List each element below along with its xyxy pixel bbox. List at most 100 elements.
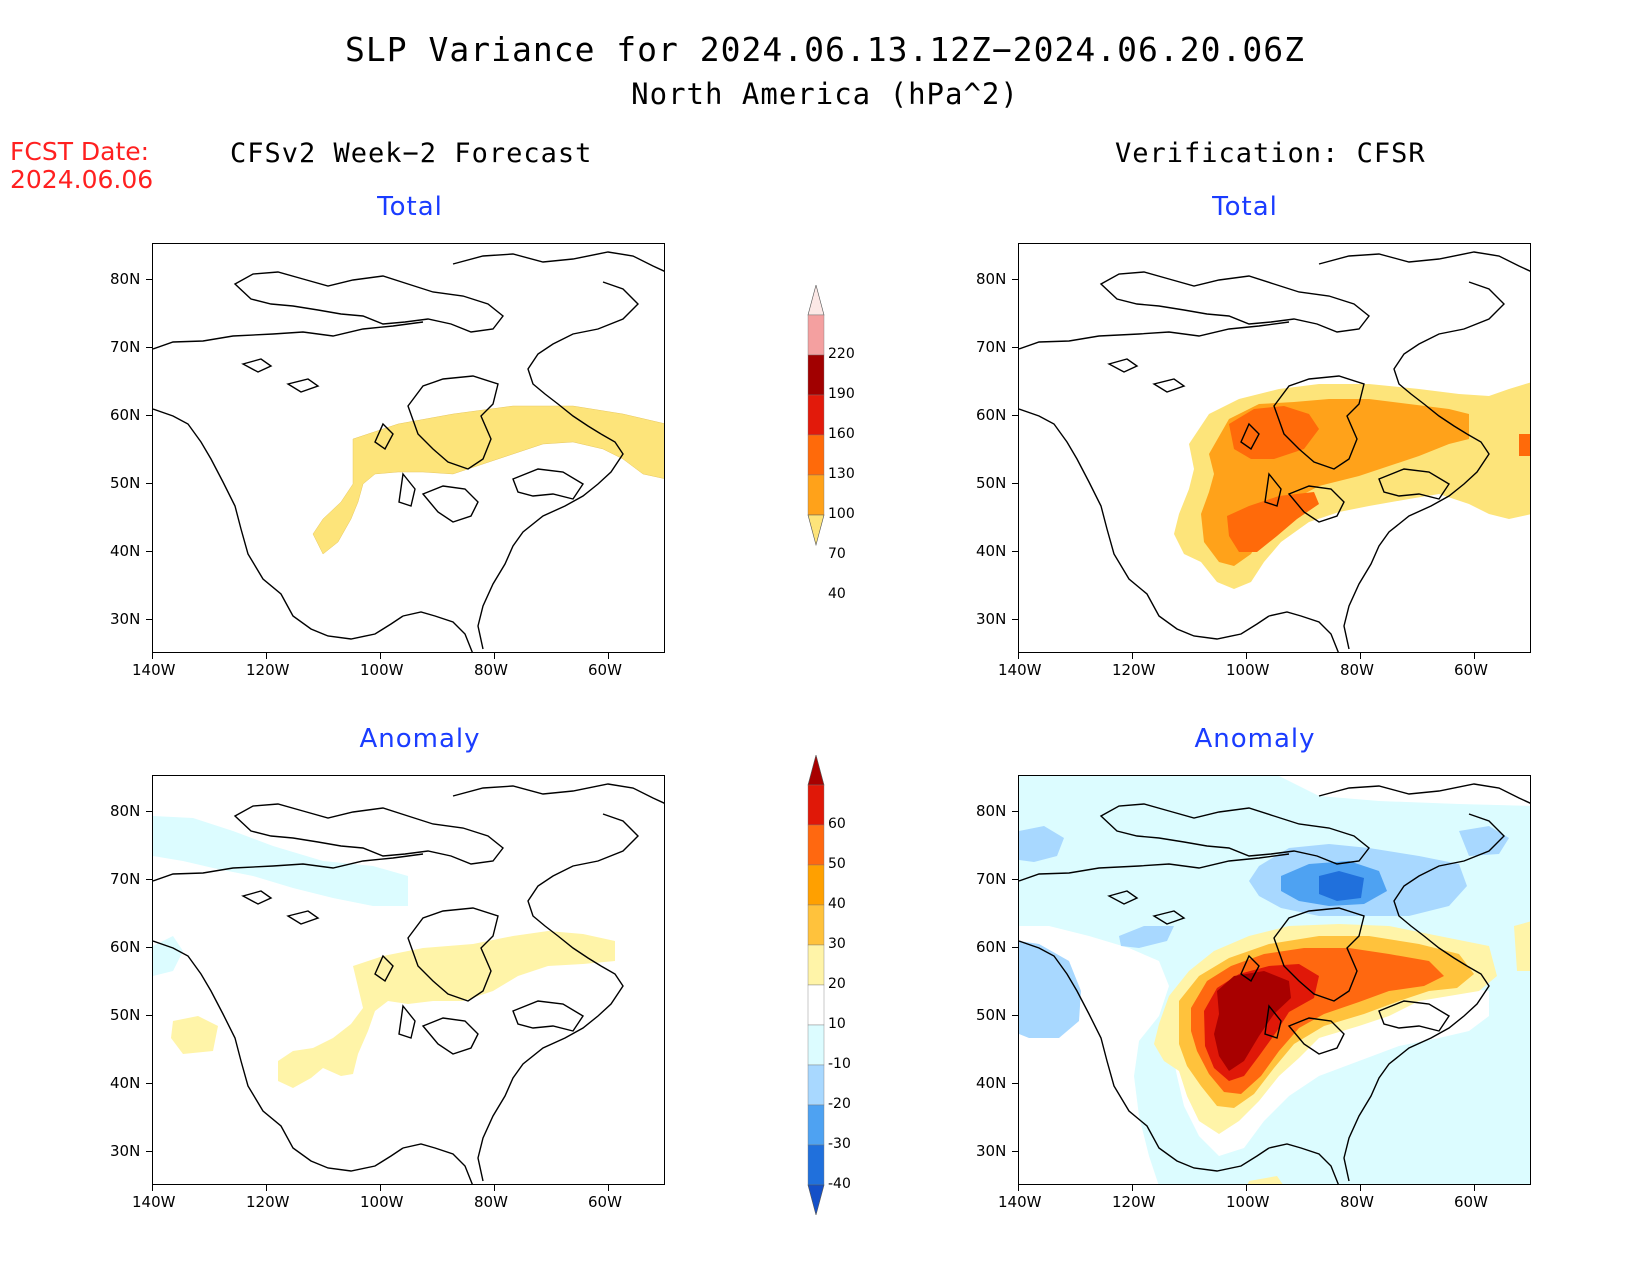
colorbar-segment <box>807 434 825 476</box>
longitude-tick <box>608 1185 609 1191</box>
coastline-segment <box>153 408 404 640</box>
colorbar-label: 160 <box>828 426 855 442</box>
latitude-label: 70N <box>110 870 141 888</box>
latitude-label: 60N <box>110 406 141 424</box>
forecast-anomaly-title: Anomaly <box>359 724 481 754</box>
verification-total-field <box>1019 251 1530 652</box>
coastline-segment <box>477 433 624 650</box>
latitude-label: 30N <box>110 610 141 628</box>
forecast-date-label: FCST Date: <box>10 137 150 166</box>
colorbar-segment <box>807 864 825 906</box>
longitude-label: 100W <box>360 661 404 679</box>
longitude-label: 60W <box>1454 1193 1488 1211</box>
longitude-label: 80W <box>474 661 508 679</box>
longitude-tick <box>494 1185 495 1191</box>
latitude-label: 50N <box>110 1006 141 1024</box>
coastline-segment <box>421 485 479 523</box>
latitude-label: 30N <box>976 1142 1007 1160</box>
colorbar-label: 60 <box>828 816 846 832</box>
longitude-tick <box>1474 1185 1475 1191</box>
colorbar-segment <box>807 474 825 516</box>
longitude-label: 140W <box>998 1193 1042 1211</box>
coastline-segment <box>1393 281 1505 435</box>
coastline-segment <box>1268 1143 1339 1184</box>
longitude-tick <box>1132 1185 1133 1191</box>
colorbar-bottom-arrow <box>807 514 825 547</box>
latitude-label: 50N <box>976 474 1007 492</box>
main-title: SLP Variance for 2024.06.13.12Z−2024.06.… <box>345 30 1305 69</box>
latitude-label: 60N <box>976 406 1007 424</box>
coastline-segment <box>402 1143 473 1184</box>
coastline-segment <box>1264 472 1282 507</box>
latitude-tick <box>146 551 152 552</box>
verification-total-title: Total <box>1212 192 1278 222</box>
latitude-label: 70N <box>976 870 1007 888</box>
colorbar-label: -10 <box>828 1056 851 1072</box>
latitude-tick <box>1012 619 1018 620</box>
latitude-label: 80N <box>110 270 141 288</box>
coastline-segment <box>153 940 404 1172</box>
latitude-label: 80N <box>110 802 141 820</box>
forecast-column-title: CFSv2 Week−2 Forecast <box>230 138 593 169</box>
coastline-segment <box>1343 965 1490 1182</box>
longitude-label: 100W <box>360 1193 404 1211</box>
longitude-tick <box>1360 653 1361 659</box>
latitude-label: 70N <box>976 338 1007 356</box>
colorbar-label: 100 <box>828 506 855 522</box>
longitude-tick <box>1132 653 1133 659</box>
latitude-tick <box>146 1151 152 1152</box>
colorbar-segment <box>807 1024 825 1066</box>
latitude-tick <box>146 279 152 280</box>
colorbar-label: 40 <box>828 896 846 912</box>
coastline-segment <box>1273 907 1365 1002</box>
coastline-segment <box>527 281 639 435</box>
coastline-segment <box>1019 321 1290 350</box>
coastline-segment <box>241 358 273 373</box>
coastline-segment <box>1287 485 1345 523</box>
colorbar-top-arrow <box>807 285 825 316</box>
longitude-tick <box>1474 653 1475 659</box>
verification-anomaly-title: Anomaly <box>1194 724 1316 754</box>
forecast-anomaly-field <box>153 783 664 1184</box>
longitude-label: 100W <box>1226 1193 1270 1211</box>
latitude-label: 80N <box>976 802 1007 820</box>
colorbar-segment <box>807 314 825 356</box>
coastline-segment <box>1240 954 1260 983</box>
latitude-tick <box>1012 947 1018 948</box>
coastline-segment <box>1099 803 1370 865</box>
latitude-label: 40N <box>110 1074 141 1092</box>
latitude-tick <box>1012 551 1018 552</box>
coastline-segment <box>1287 1017 1345 1055</box>
longitude-label: 60W <box>588 661 622 679</box>
coastline-segment <box>1393 813 1505 967</box>
latitude-label: 50N <box>110 474 141 492</box>
coastline-segment <box>374 954 394 983</box>
longitude-label: 140W <box>132 661 176 679</box>
colorbar-segment <box>807 1144 825 1186</box>
coastline-segment <box>1240 422 1260 451</box>
longitude-tick <box>1360 1185 1361 1191</box>
colorbar-segment <box>807 784 825 826</box>
latitude-label: 60N <box>976 938 1007 956</box>
coastline-segment <box>1378 1000 1450 1032</box>
latitude-label: 30N <box>110 1142 141 1160</box>
longitude-tick <box>1246 1185 1247 1191</box>
longitude-label: 100W <box>1226 661 1270 679</box>
longitude-label: 140W <box>132 1193 176 1211</box>
verification-total-map <box>1018 243 1531 653</box>
latitude-label: 40N <box>976 1074 1007 1092</box>
colorbar-label: -20 <box>828 1096 851 1112</box>
longitude-label: 60W <box>588 1193 622 1211</box>
latitude-tick <box>146 1083 152 1084</box>
subtitle: North America (hPa^2) <box>631 77 1019 111</box>
forecast-total-field <box>153 251 664 652</box>
coastline-segment <box>477 965 624 1182</box>
colorbar-label: 130 <box>828 466 855 482</box>
forecast-date-block: FCST Date: 2024.06.06 <box>10 138 153 194</box>
colorbar-segment <box>807 824 825 866</box>
latitude-tick <box>1012 279 1018 280</box>
forecast-date-value: 2024.06.06 <box>10 165 154 194</box>
coastline-segment <box>407 907 499 1002</box>
coastline-segment <box>1152 378 1186 393</box>
latitude-label: 80N <box>976 270 1007 288</box>
